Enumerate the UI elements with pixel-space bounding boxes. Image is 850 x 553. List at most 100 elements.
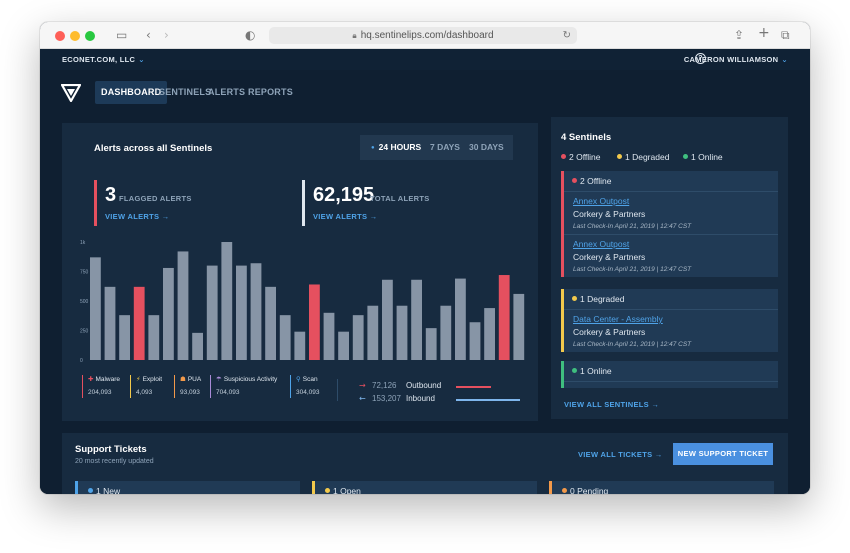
legend-value: 704,093 [216,389,240,396]
help-icon[interactable]: ? [695,53,706,64]
summary-online[interactable]: 1 Online [683,152,723,162]
chart-bar[interactable] [352,315,364,360]
legend-label: Scan [302,376,318,383]
chart-bar[interactable] [425,328,437,360]
view-all-sentinels-link[interactable]: VIEW ALL SENTINELS → [551,388,788,419]
close-window-button[interactable] [55,31,65,41]
forward-icon[interactable]: › [164,28,169,42]
chart-bar[interactable] [192,332,203,360]
chart-bar[interactable] [119,315,130,360]
main-nav: DASHBOARD SENTINELS ALERTS REPORTS [40,70,810,117]
legend-malware[interactable]: ✚ Malware 204,093 [82,375,120,398]
chart-bar[interactable] [90,257,101,360]
new-support-ticket-button[interactable]: NEW SUPPORT TICKET [673,443,773,465]
zoom-window-button[interactable] [85,31,95,41]
sentinels-card: 4 Sentinels 2 Offline 1 Degraded 1 Onlin… [551,117,788,419]
tickets-subtitle: 20 most recently updated [75,458,154,465]
range-24-hours[interactable]: 24 HOURS [371,142,422,152]
chart-bar[interactable] [323,312,335,360]
total-count: 62,195 [313,184,375,206]
chart-bar[interactable] [206,265,218,360]
minimize-window-button[interactable] [70,31,80,41]
view-flagged-alerts-link[interactable]: VIEW ALERTS → [105,212,170,221]
summary-offline[interactable]: 2 Offline [561,152,601,162]
sentinel-item: Data Center - Assembly Corkery & Partner… [564,310,778,352]
chart-bar[interactable] [236,265,247,360]
address-bar[interactable]: 🔒︎ hq.sentinelips.com/dashboard ↻ [269,27,577,44]
org-switcher[interactable]: ECONET.COM, LLC ⌄ [62,55,145,64]
sentinel-name-link[interactable]: Annex Outpost [573,196,630,206]
summary-degraded[interactable]: 1 Degraded [617,152,669,162]
new-tab-icon[interactable]: + [758,25,770,41]
legend-exploit[interactable]: ⚡ Exploit 4,093 [130,375,162,398]
chart-bar[interactable] [279,315,291,360]
chart-bar[interactable] [338,331,349,360]
group-label: 1 Online [580,366,612,376]
exploit-icon: ⚡ [136,375,141,383]
tab-alerts[interactable]: ALERTS [208,87,246,97]
legend-suspicious-activity[interactable]: ☂ Suspicious Activity 704,093 [210,375,277,398]
chart-bar[interactable] [513,293,525,360]
chart-bar[interactable] [309,284,320,360]
view-total-alerts-link[interactable]: VIEW ALERTS → [313,212,378,221]
chart-bar[interactable] [411,279,422,360]
range-7-days[interactable]: 7 DAYS [430,142,460,152]
sentinel-customer: Corkery & Partners [573,252,646,262]
sentinel-name-link[interactable]: Data Center - Assembly [573,314,663,324]
lock-icon: 🔒︎ [352,31,357,40]
chart-bar[interactable] [382,279,393,360]
chart-bar[interactable] [440,305,452,360]
shield-icon[interactable]: ◐ [245,28,256,42]
online-group: 1 Online [561,361,778,388]
back-icon[interactable]: ‹ [146,28,151,42]
tickets-column-pending[interactable]: 0 Pending [549,481,774,494]
group-label: 1 Degraded [580,294,625,304]
y-tick-label: 1k [80,240,86,246]
chart-bar[interactable] [221,242,233,360]
chart-bar[interactable] [498,275,510,360]
legend-pua[interactable]: ☗ PUA 93,093 [174,375,201,398]
reload-icon[interactable]: ↻ [562,30,571,41]
chart-bar[interactable] [250,263,262,360]
url-text: hq.sentinelips.com/dashboard [360,30,494,41]
status-dot-icon [325,488,330,493]
chart-bar[interactable] [148,315,160,360]
view-all-tickets-link[interactable]: VIEW ALL TICKETS → [578,450,663,459]
tab-reports[interactable]: REPORTS [248,87,293,97]
chart-bar[interactable] [104,286,116,360]
tabs-icon[interactable]: ⧉ [781,28,790,42]
range-30-days[interactable]: 30 DAYS [469,142,504,152]
status-dot-icon [572,296,577,301]
org-name: ECONET.COM, LLC [62,55,136,64]
status-dot-icon [562,488,567,493]
sentinel-checkin: Last Check-In April 21, 2019 | 12:47 CST [573,341,692,348]
chart-bar[interactable] [367,305,379,360]
total-accent-bar [302,180,305,226]
outbound-line [456,386,491,388]
legend-value: 304,093 [296,389,320,396]
chart-bar[interactable] [396,305,408,360]
chart-bar[interactable] [455,278,466,360]
chart-bar[interactable] [469,322,481,360]
chart-bar[interactable] [163,267,174,360]
status-dot-icon [617,154,622,159]
chart-bar[interactable] [484,308,495,360]
legend-scan[interactable]: ⚲ Scan 304,093 [290,375,320,398]
sentinel-logo-icon[interactable] [61,84,81,102]
sidebar-icon[interactable]: ▭ [116,28,128,42]
browser-toolbar: ▭ ‹ › ◐ 🔒︎ hq.sentinelips.com/dashboard ↻… [40,22,810,49]
tickets-column-open[interactable]: 1 Open [312,481,537,494]
chart-bar[interactable] [294,331,306,360]
chart-bar[interactable] [177,251,189,360]
sentinel-name-link[interactable]: Annex Outpost [573,239,630,249]
share-icon[interactable]: ⇪ [734,28,745,42]
tab-dashboard[interactable]: DASHBOARD [95,81,168,104]
alerts-bar-chart: 0 250 500 750 1k [80,240,525,364]
dashboard-content: Alerts across all Sentinels 24 HOURS 7 D… [40,117,810,494]
chart-bar[interactable] [265,286,276,360]
tab-sentinels[interactable]: SENTINELS [159,87,212,97]
tickets-column-new[interactable]: 1 New [75,481,300,494]
inbound-line [456,399,520,401]
user-menu[interactable]: CAMERON WILLIAMSON ⌄ [684,55,788,64]
chart-bar[interactable] [133,286,145,360]
